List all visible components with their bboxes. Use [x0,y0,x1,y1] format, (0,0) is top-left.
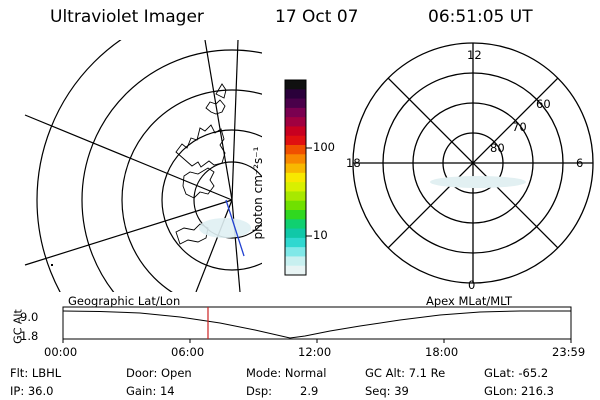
colorbar-stripe [285,80,306,90]
timeline-xtick-label: 23:59 [552,345,586,359]
colorbar-stripe [285,265,306,276]
map-meridian [231,40,239,201]
colorbar-stripe [285,228,306,239]
polar-label-12: 12 [467,48,482,62]
colorbar-stripe [285,126,306,137]
info-dsp-label: Dsp: [246,384,273,398]
colorbar-stripe [285,135,306,146]
colorbar-stripe [285,191,306,202]
colorbar-stripe [285,89,306,100]
observation-time: 06:51:05 UT [428,7,533,27]
colorbar-stripe [285,154,306,165]
coastline [175,124,226,168]
info-door: Door: Open [126,366,192,380]
timeline-xtick-label: 12:00 [298,345,332,359]
altitude-curve [62,310,571,339]
colorbar-stripe [285,107,306,118]
polar-lat-label-70: 70 [512,120,527,134]
colorbar-tick-label-10: 10 [313,228,328,242]
timeline-right-title: Apex MLat/MLT [426,294,513,308]
colorbar-stripe [285,163,306,174]
colorbar-stripe [285,247,306,257]
colorbar-tick-label-100: 100 [313,140,335,154]
info-mode: Mode: Normal [246,366,327,380]
info-dsp-value: 2.9 [300,384,319,398]
colorbar-stripe [285,98,306,109]
polar-diagonal [387,77,559,249]
timeline-xtick-label: 00:00 [44,345,78,359]
colorbar-stripe [285,145,306,155]
map-meridian [231,199,241,292]
colorbar-stripe [285,256,306,267]
timeline-ytick-top: 9.0 [20,310,39,324]
colorbar-stripe [285,172,306,183]
polar-lat-label-60: 60 [536,97,551,111]
polar-lat-label-80: 80 [490,141,505,155]
coastline [205,99,226,115]
timeline-ytick-bottom: 1.8 [20,329,39,343]
timeline-xtick-label: 18:00 [425,345,459,359]
instrument-title: Ultraviolet Imager [50,7,204,27]
polar-aurora-glow [430,176,526,188]
info-glat: GLat: -65.2 [484,366,549,380]
timeline-xtick-label: 06:00 [171,345,205,359]
colorbar-stripe [285,237,306,248]
info-glon: GLon: 216.3 [484,384,554,398]
polar-label-18: 18 [346,156,361,170]
colorbar-stripe [285,210,306,220]
timeline-left-title: Geographic Lat/Lon [68,294,181,308]
map-lat-circle [193,161,262,239]
map-marker [51,264,53,266]
colorbar-frame [284,79,307,276]
colorbar-stripe [285,219,306,230]
colorbar-stripe [285,117,306,127]
polar-label-0: 0 [468,278,476,292]
map-meridian [204,40,233,201]
map-meridian [24,114,233,201]
info-flt: Flt: LBHL [10,366,62,380]
info-gain: Gain: 14 [126,384,175,398]
map-lat-circle [81,49,262,292]
observation-date: 17 Oct 07 [275,7,359,27]
colorbar-stripe [285,182,306,192]
coastline [182,167,215,199]
map-lat-circle [121,89,262,292]
aurora-glow [199,218,251,238]
info-ip: IP: 36.0 [10,384,54,398]
map-lat-circle [36,40,122,292]
polar-label-6: 6 [576,156,584,170]
satellite-track [225,199,245,257]
info-seq: Seq: 39 [365,384,409,398]
map-meridian [24,199,233,266]
info-gcalt: GC Alt: 7.1 Re [365,366,446,380]
map-meridian [195,199,233,292]
colorbar-stripe [285,200,306,211]
coastline [215,83,227,99]
map-lat-circle [161,129,262,271]
